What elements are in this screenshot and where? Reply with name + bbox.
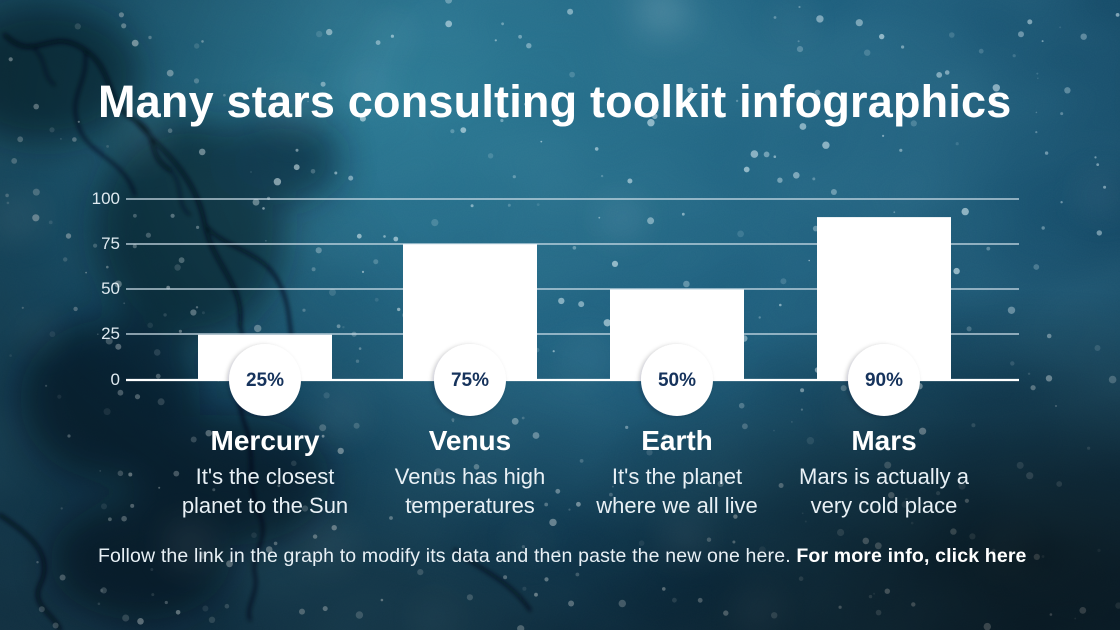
svg-text:75%: 75% bbox=[451, 370, 489, 391]
svg-text:25%: 25% bbox=[246, 370, 284, 391]
svg-text:50%: 50% bbox=[658, 370, 696, 391]
svg-text:90%: 90% bbox=[865, 370, 903, 391]
svg-text:0: 0 bbox=[111, 370, 120, 389]
svg-text:50: 50 bbox=[101, 279, 120, 298]
svg-text:100: 100 bbox=[92, 189, 120, 208]
svg-text:75: 75 bbox=[101, 234, 120, 253]
svg-text:25: 25 bbox=[101, 324, 120, 343]
